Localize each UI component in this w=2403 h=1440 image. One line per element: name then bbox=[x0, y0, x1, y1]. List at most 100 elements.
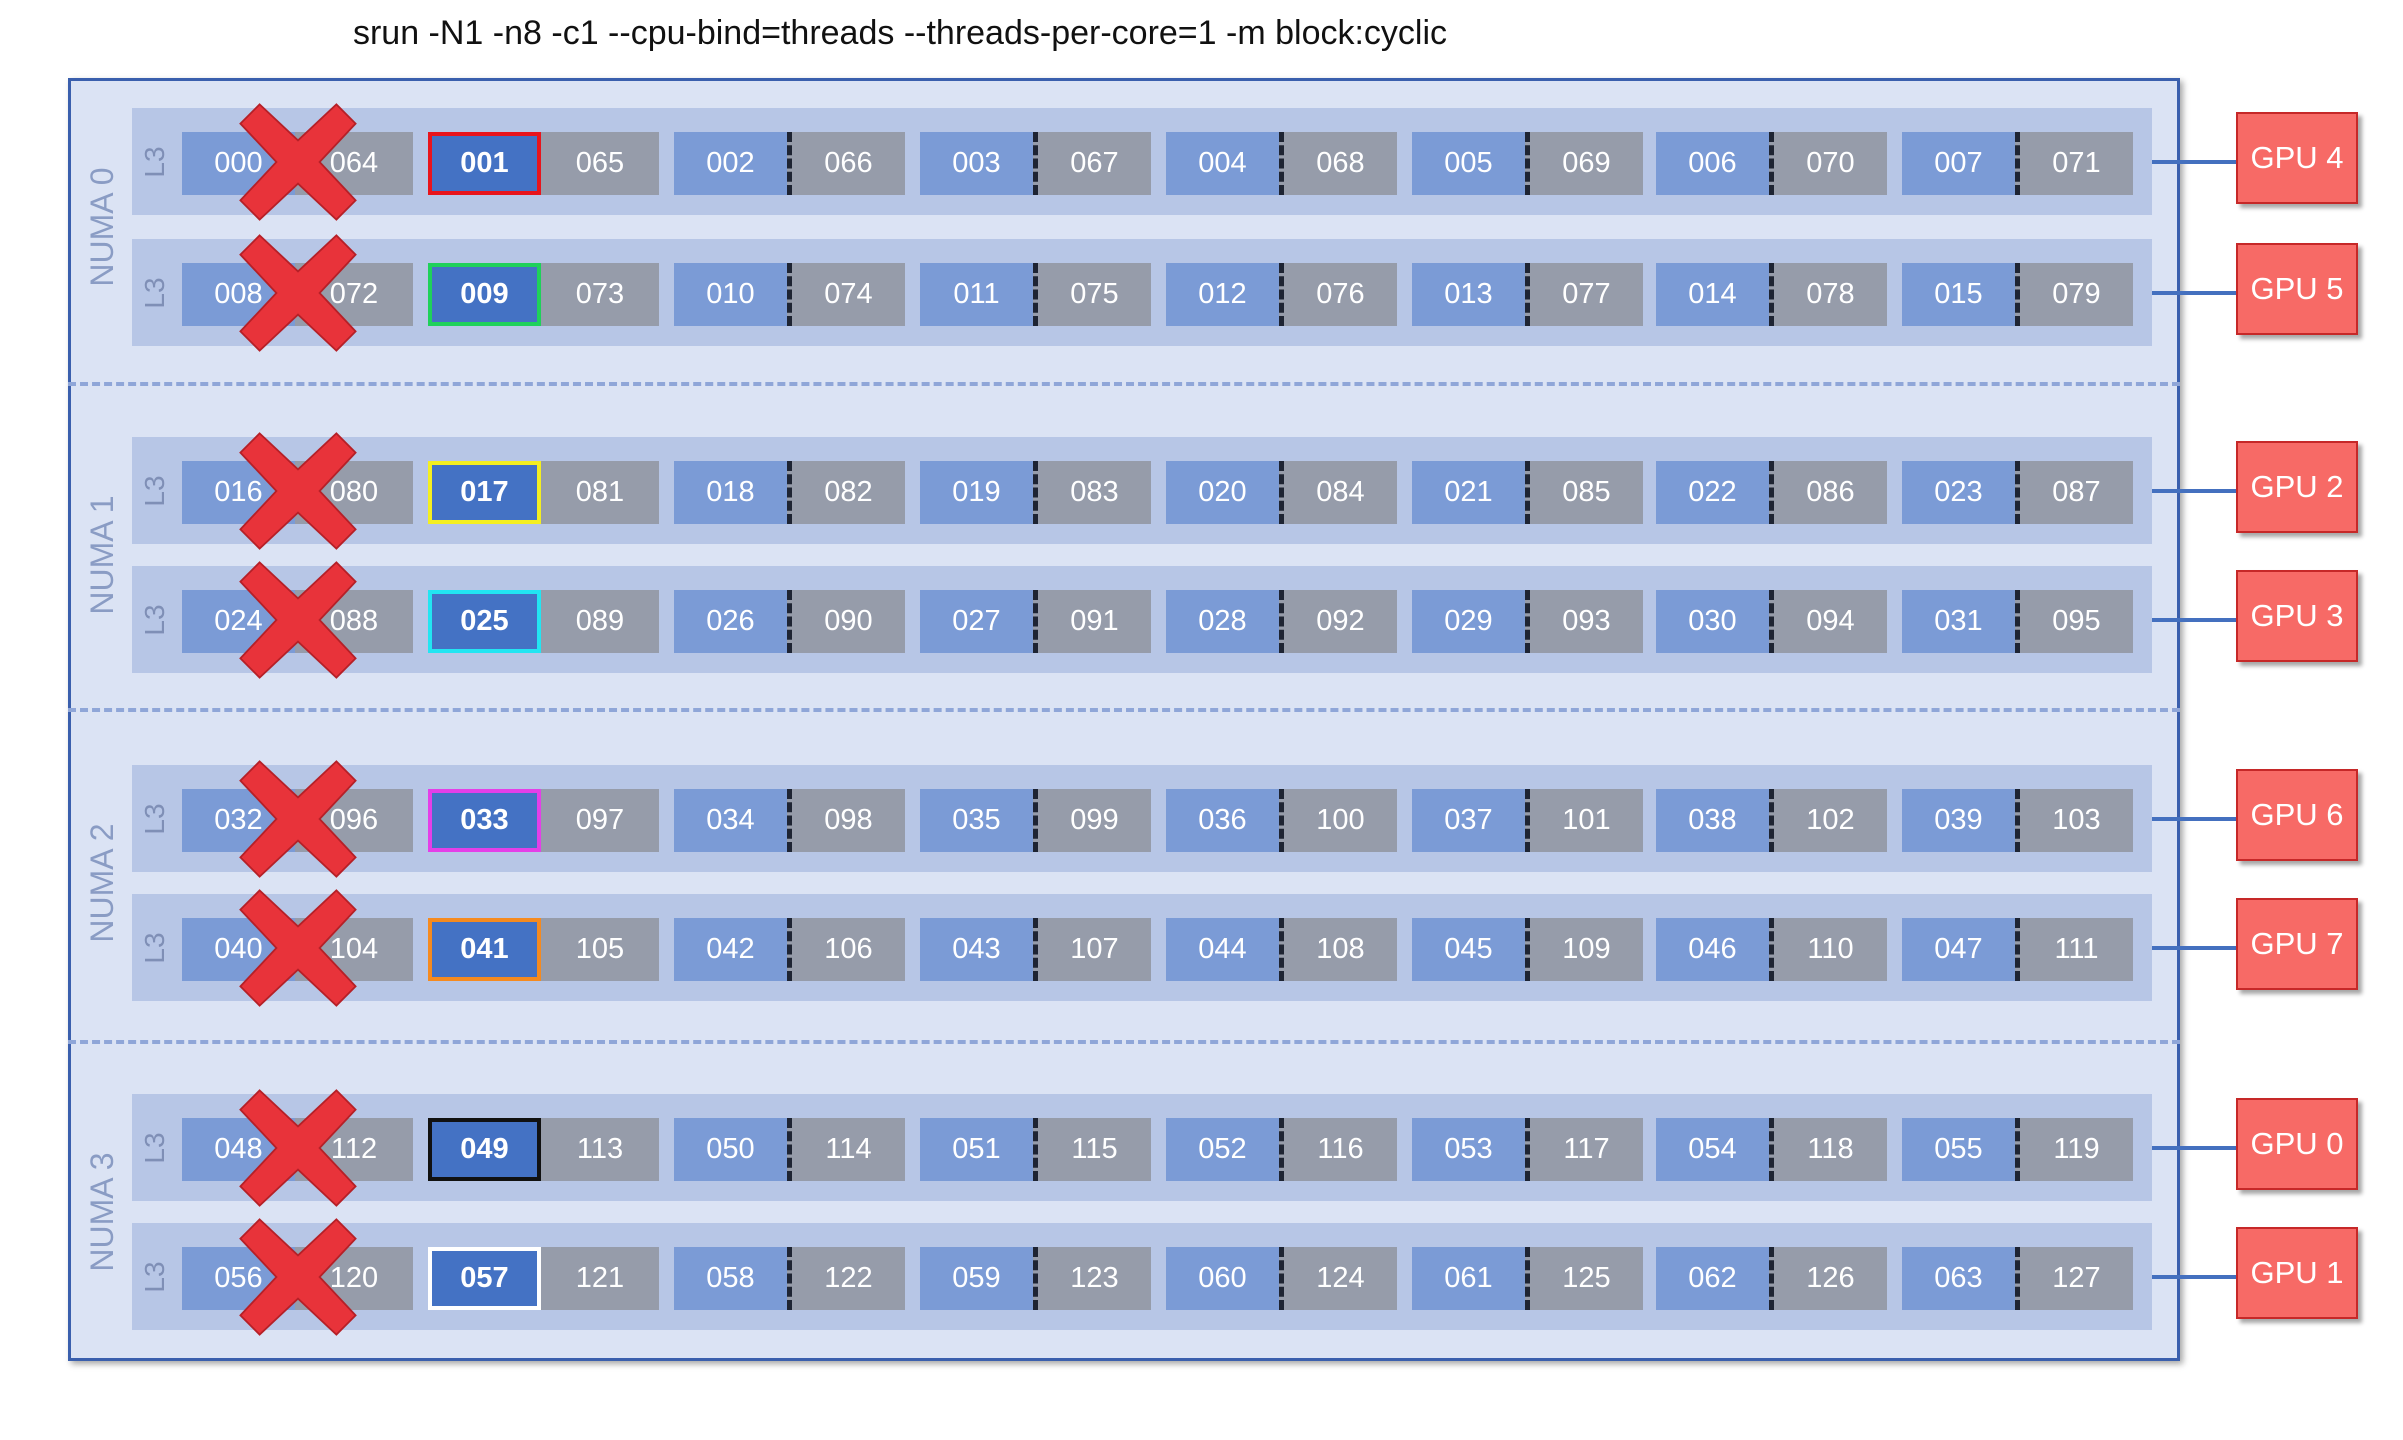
gpu-link-line bbox=[2152, 159, 2236, 164]
cpu-core: 023 087 bbox=[1902, 461, 2133, 524]
hw-thread-primary: 006 bbox=[1656, 132, 1769, 195]
hw-thread-secondary: 124 bbox=[1279, 1247, 1397, 1310]
hw-thread-secondary: 073 bbox=[541, 263, 659, 326]
hw-thread-secondary: 076 bbox=[1279, 263, 1397, 326]
hw-thread-primary: 053 bbox=[1412, 1118, 1525, 1181]
cpu-core: 025 089 bbox=[428, 590, 659, 653]
cpu-core: 059 123 bbox=[920, 1247, 1151, 1310]
cpu-core: 053 117 bbox=[1412, 1118, 1643, 1181]
cpu-core: 022 086 bbox=[1656, 461, 1887, 524]
reserved-core-x-icon bbox=[239, 888, 357, 1007]
l3-label-text: L3 bbox=[139, 474, 170, 507]
l3-label-text: L3 bbox=[139, 1260, 170, 1293]
hw-thread-primary: 030 bbox=[1656, 590, 1769, 653]
hw-thread-secondary: 069 bbox=[1525, 132, 1643, 195]
hw-thread-primary: 035 bbox=[920, 789, 1033, 852]
hw-thread-primary: 011 bbox=[920, 263, 1033, 326]
gpu-box: GPU 7 bbox=[2236, 897, 2358, 990]
hw-thread-primary: 029 bbox=[1412, 590, 1525, 653]
l3-label-text: L3 bbox=[139, 145, 170, 178]
cpu-core: 013 077 bbox=[1412, 263, 1643, 326]
reserved-core-x-icon bbox=[239, 1088, 357, 1207]
cpu-core: 047 111 bbox=[1902, 918, 2133, 981]
reserved-core-x-icon bbox=[239, 102, 357, 221]
hw-thread-primary: 059 bbox=[920, 1247, 1033, 1310]
hw-thread-secondary: 106 bbox=[787, 918, 905, 981]
cpu-core: 003 067 bbox=[920, 132, 1151, 195]
l3-cache-group: L3 024 088 025 089 026 090 027 091 028 092 029 093 03… bbox=[132, 566, 2152, 673]
cpu-core: 035 099 bbox=[920, 789, 1151, 852]
hw-thread-secondary: 081 bbox=[541, 461, 659, 524]
gpu-link-line bbox=[2152, 617, 2236, 622]
hw-thread-secondary: 127 bbox=[2015, 1247, 2133, 1310]
hw-thread-primary: 021 bbox=[1412, 461, 1525, 524]
hw-thread-secondary: 079 bbox=[2015, 263, 2133, 326]
hw-thread-secondary: 074 bbox=[787, 263, 905, 326]
l3-label: L3 bbox=[132, 437, 178, 544]
x-shape bbox=[239, 233, 357, 352]
hw-thread-primary: 028 bbox=[1166, 590, 1279, 653]
numa-label: NUMA 0 bbox=[84, 167, 120, 287]
cpu-core: 021 085 bbox=[1412, 461, 1643, 524]
reserved-core-x-icon bbox=[239, 431, 357, 550]
hw-thread-primary: 034 bbox=[674, 789, 787, 852]
hw-thread-secondary: 125 bbox=[1525, 1247, 1643, 1310]
cpu-core: 057 121 bbox=[428, 1247, 659, 1310]
bound-thread: 041 bbox=[428, 918, 541, 981]
hw-thread-primary: 013 bbox=[1412, 263, 1525, 326]
hw-thread-secondary: 111 bbox=[2015, 918, 2133, 981]
numa-label: NUMA 3 bbox=[84, 1152, 120, 1272]
gpu-link-line bbox=[2152, 1145, 2236, 1150]
hw-thread-primary: 022 bbox=[1656, 461, 1769, 524]
cpu-core: 039 103 bbox=[1902, 789, 2133, 852]
hw-thread-secondary: 116 bbox=[1279, 1118, 1397, 1181]
l3-cache-group: L3 000 064 001 065 002 066 003 067 004 068 005 069 00… bbox=[132, 108, 2152, 215]
cpu-core: 049 113 bbox=[428, 1118, 659, 1181]
hw-thread-primary: 061 bbox=[1412, 1247, 1525, 1310]
hw-thread-primary: 026 bbox=[674, 590, 787, 653]
hw-thread-secondary: 082 bbox=[787, 461, 905, 524]
x-shape bbox=[239, 759, 357, 878]
hw-thread-secondary: 114 bbox=[787, 1118, 905, 1181]
bound-thread: 057 bbox=[428, 1247, 541, 1310]
hw-thread-primary: 044 bbox=[1166, 918, 1279, 981]
gpu-box: GPU 0 bbox=[2236, 1097, 2358, 1190]
hw-thread-primary: 027 bbox=[920, 590, 1033, 653]
gpu-box: GPU 3 bbox=[2236, 569, 2358, 662]
hw-thread-primary: 010 bbox=[674, 263, 787, 326]
hw-thread-secondary: 118 bbox=[1769, 1118, 1887, 1181]
hw-thread-secondary: 078 bbox=[1769, 263, 1887, 326]
hw-thread-secondary: 105 bbox=[541, 918, 659, 981]
hw-thread-primary: 012 bbox=[1166, 263, 1279, 326]
hw-thread-secondary: 121 bbox=[541, 1247, 659, 1310]
numa-label: NUMA 2 bbox=[84, 823, 120, 943]
bound-thread: 033 bbox=[428, 789, 541, 852]
cpu-core: 034 098 bbox=[674, 789, 905, 852]
bound-thread: 017 bbox=[428, 461, 541, 524]
cpu-core: 007 071 bbox=[1902, 132, 2133, 195]
cpu-core: 052 116 bbox=[1166, 1118, 1397, 1181]
cpu-core: 029 093 bbox=[1412, 590, 1643, 653]
hw-thread-secondary: 097 bbox=[541, 789, 659, 852]
hw-thread-secondary: 085 bbox=[1525, 461, 1643, 524]
hw-thread-primary: 063 bbox=[1902, 1247, 2015, 1310]
hw-thread-primary: 060 bbox=[1166, 1247, 1279, 1310]
hw-thread-secondary: 090 bbox=[787, 590, 905, 653]
hw-thread-secondary: 098 bbox=[787, 789, 905, 852]
hw-thread-secondary: 071 bbox=[2015, 132, 2133, 195]
gpu-box: GPU 6 bbox=[2236, 768, 2358, 861]
gpu-box: GPU 2 bbox=[2236, 440, 2358, 533]
hw-thread-secondary: 117 bbox=[1525, 1118, 1643, 1181]
cpu-core: 028 092 bbox=[1166, 590, 1397, 653]
numa-separator bbox=[68, 382, 2180, 386]
cpu-core: 043 107 bbox=[920, 918, 1151, 981]
cpu-core: 062 126 bbox=[1656, 1247, 1887, 1310]
gpu-box: GPU 4 bbox=[2236, 111, 2358, 204]
hw-thread-secondary: 068 bbox=[1279, 132, 1397, 195]
l3-label: L3 bbox=[132, 566, 178, 673]
hw-thread-primary: 038 bbox=[1656, 789, 1769, 852]
gpu-box: GPU 5 bbox=[2236, 242, 2358, 335]
hw-thread-secondary: 119 bbox=[2015, 1118, 2133, 1181]
hw-thread-secondary: 087 bbox=[2015, 461, 2133, 524]
l3-label-text: L3 bbox=[139, 931, 170, 964]
